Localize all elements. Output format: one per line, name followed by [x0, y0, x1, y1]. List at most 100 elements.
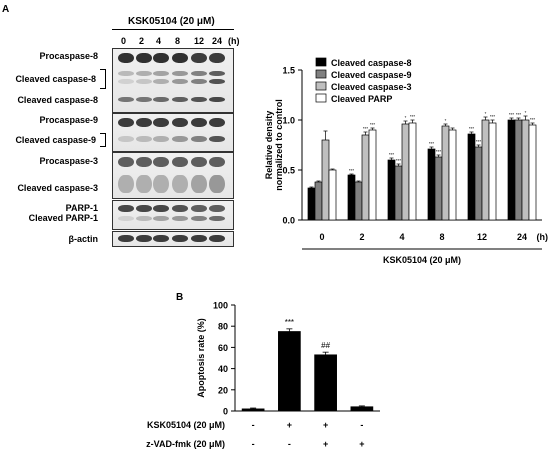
significance-mark: ***: [436, 149, 442, 154]
x-axis-label: KSK05104 (20 μM): [383, 255, 461, 265]
blot-header-line: [112, 29, 234, 30]
blot-band: [153, 136, 169, 142]
label-cleaved-caspase-8-b: Cleaved caspase-8: [17, 95, 98, 105]
blot-band: [118, 53, 134, 63]
blot-time-unit: (h): [228, 36, 240, 46]
blot-band: [209, 136, 225, 142]
blot-band: [172, 71, 188, 76]
blot-strip: [112, 113, 234, 152]
bracket-cleaved-8: [100, 69, 106, 89]
blot-band: [136, 175, 152, 193]
bar: [467, 133, 476, 221]
blot-band: [118, 216, 134, 221]
legend-swatch: [315, 93, 327, 103]
bar: [347, 174, 356, 221]
blot-band: [209, 157, 225, 167]
blot-band: [118, 235, 134, 242]
blot-band: [153, 71, 169, 76]
blot-band: [153, 235, 169, 242]
blot-band: [136, 136, 152, 142]
blot-band: [136, 157, 152, 167]
significance-mark: ***: [363, 126, 369, 131]
blot-band: [172, 216, 188, 221]
blot-band: [191, 157, 207, 167]
blot-band: [191, 136, 207, 142]
y-tick-label: 60: [218, 343, 228, 353]
treatment-row-label: z-VAD-fmk (20 μM): [146, 439, 225, 449]
significance-mark: *: [525, 110, 527, 115]
bar: [448, 129, 457, 221]
bar: [394, 165, 403, 221]
label-cleaved-parp-1: Cleaved PARP-1: [28, 213, 98, 223]
blot-band: [136, 235, 152, 242]
blot-time-label: 24: [212, 36, 223, 46]
blot-band: [191, 79, 207, 84]
bar: [354, 181, 363, 221]
legend-label: Cleaved caspase-9: [331, 70, 412, 80]
bar: [314, 354, 337, 412]
bar: [368, 129, 377, 221]
blot-band: [209, 216, 225, 221]
significance-mark: ***: [285, 318, 294, 327]
blot-band: [191, 97, 207, 102]
treatment-sign: +: [323, 439, 328, 449]
blot-band: [172, 175, 188, 193]
x-unit-label: (h): [537, 232, 549, 242]
significance-mark: ***: [429, 141, 435, 146]
blot-band: [153, 205, 169, 212]
y-tick-label: 0: [223, 407, 228, 417]
y-tick-label: 100: [213, 301, 228, 311]
blot-band: [209, 205, 225, 212]
blot-strip: [112, 231, 234, 247]
bar: [328, 169, 337, 221]
x-tick-label: 8: [439, 232, 444, 242]
bar: [401, 123, 410, 221]
significance-mark: ***: [396, 158, 402, 163]
blot-band: [136, 53, 152, 63]
blot-band: [172, 205, 188, 212]
legend-label: Cleaved PARP: [331, 94, 392, 104]
bar: [350, 406, 374, 412]
y-tick-label: 1.0: [282, 116, 295, 126]
blot-band: [191, 216, 207, 221]
relative-density-chart: 0.0 0.5 1.0 1.5 Relative densitynormalized t…: [264, 57, 549, 265]
blot-band: [136, 205, 152, 212]
y-tick-label: 0.0: [282, 216, 295, 226]
blot-band: [118, 136, 134, 142]
x-tick-label: 4: [399, 232, 404, 242]
blot-band: [172, 97, 188, 102]
blot-band: [118, 118, 134, 127]
blot-band: [153, 216, 169, 221]
significance-mark: ***: [349, 168, 355, 173]
label-beta-actin: β-actin: [68, 234, 99, 244]
blot-band: [136, 216, 152, 221]
bar: [514, 119, 523, 221]
panel-a-letter: A: [2, 4, 10, 15]
bar: [474, 146, 483, 221]
legend-label: Cleaved caspase-3: [331, 82, 412, 92]
bar: [314, 181, 323, 221]
blot-band: [118, 205, 134, 212]
x-tick-label: 0: [319, 232, 324, 242]
blot-band: [209, 97, 225, 102]
x-tick-label: 12: [477, 232, 487, 242]
label-procaspase-9: Procaspase-9: [39, 115, 98, 125]
treatment-sign: +: [323, 420, 328, 430]
bar: [521, 119, 530, 221]
blot-strip: [112, 48, 234, 113]
treatment-sign: -: [252, 439, 255, 449]
blot-band: [209, 53, 225, 63]
blot-treatment-header: KSK05104 (20 μM): [128, 16, 215, 27]
blot-band: [191, 71, 207, 76]
y-tick-label: 1.5: [282, 66, 295, 76]
significance-mark: *: [485, 111, 487, 116]
blot-band: [153, 118, 169, 127]
significance-mark: ***: [370, 122, 376, 127]
blot-band: [172, 157, 188, 167]
bar: [361, 134, 370, 221]
blot-band: [136, 118, 152, 127]
blot-band: [118, 157, 134, 167]
treatment-sign: +: [359, 439, 364, 449]
blot-band: [191, 235, 207, 242]
significance-mark: ***: [410, 114, 416, 119]
